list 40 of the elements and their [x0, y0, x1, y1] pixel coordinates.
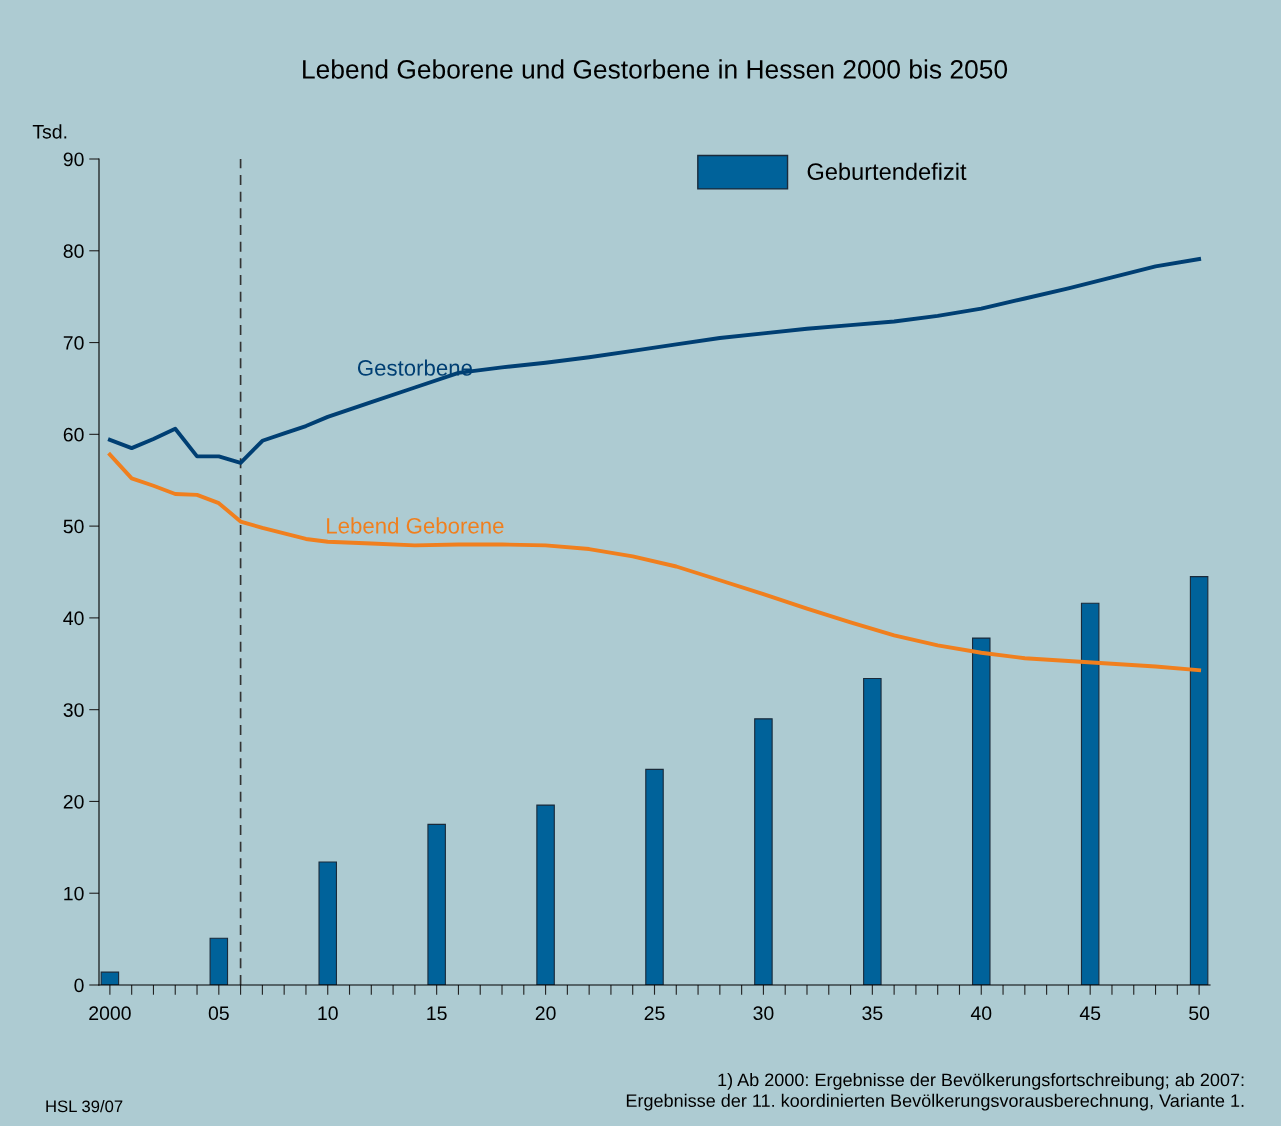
y-tick-label: 80 — [63, 244, 84, 259]
x-tick-label: 25 — [644, 1006, 665, 1021]
y-tick-label: 90 — [63, 152, 84, 167]
x-tick-label: 45 — [1079, 1006, 1101, 1021]
series-label: Gestorbene — [357, 359, 472, 376]
text: HSL 39/07 — [46, 1100, 123, 1113]
bar — [863, 677, 882, 985]
x-tick-label: 15 — [427, 1006, 447, 1021]
bar — [318, 861, 338, 985]
bar — [1189, 576, 1209, 985]
series-label: Lebend Geborene — [327, 517, 504, 534]
x-tick-label: 2000 — [89, 1006, 131, 1021]
y-axis-title: Tsd. — [32, 124, 67, 139]
bar — [645, 768, 664, 985]
y-tick-label: 20 — [63, 794, 84, 809]
x-tick-label: 20 — [535, 1006, 556, 1021]
x-tick-label: 35 — [862, 1006, 883, 1021]
x-tick-label: 10 — [318, 1006, 338, 1021]
y-tick-label: 50 — [63, 519, 84, 534]
y-tick-label: 70 — [63, 336, 84, 350]
y-tick-label: 40 — [63, 611, 84, 626]
y-tick-label: 60 — [63, 427, 84, 442]
line-series — [107, 257, 1202, 465]
y-tick-label: 10 — [64, 886, 84, 901]
chart-title: Lebend Geborene und Gestorbene in Hessen 2000 bis 2050 — [303, 59, 1008, 79]
line-series — [107, 452, 1202, 673]
bar — [209, 937, 229, 985]
text: 1) Ab 2000: Ergebnisse der Bevölkerungsfortschreibung; ab 2007: Ergebnisse der 11. koordinierten Bevölkerungsvorausberechnung, Variante 1. — [626, 1073, 1244, 1111]
x-tick-label: 30 — [753, 1006, 774, 1021]
x-tick-label: 50 — [1189, 1006, 1210, 1021]
x-tick-label: 05 — [208, 1006, 229, 1021]
bar — [536, 804, 555, 985]
bar — [427, 823, 446, 985]
x-tick-label: 40 — [970, 1006, 992, 1021]
legend-label: Geburtendefizit — [807, 162, 967, 181]
bar — [971, 637, 991, 985]
bar — [754, 718, 773, 985]
y-tick-label: 30 — [63, 703, 84, 717]
y-tick-label: 0 — [74, 978, 84, 993]
bar — [1080, 602, 1100, 985]
